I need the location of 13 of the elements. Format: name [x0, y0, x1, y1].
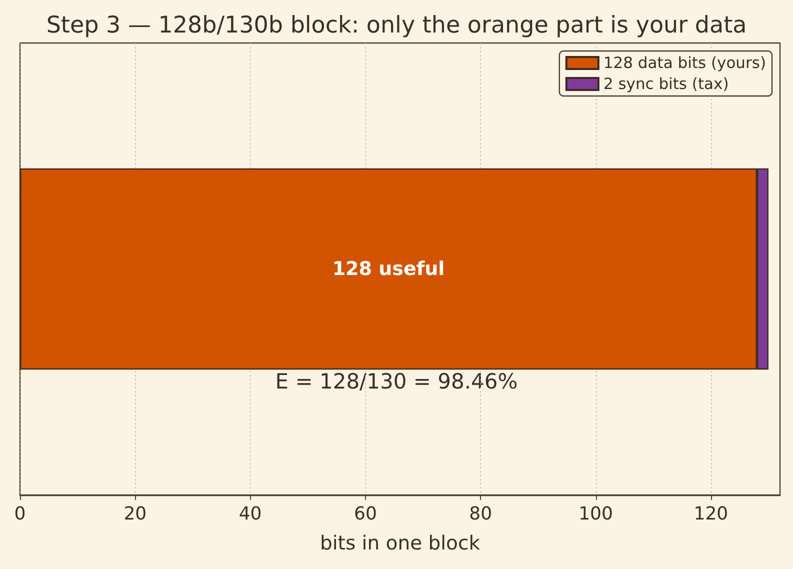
x-tick-label: 60 — [354, 504, 377, 524]
x-tick-label: 20 — [124, 504, 147, 524]
x-tick-label: 120 — [694, 504, 728, 524]
x-tick-label: 80 — [469, 504, 492, 524]
data-label: 128 useful — [332, 258, 445, 280]
x-tick-label: 40 — [238, 504, 262, 524]
legend-label: 128 data bits (yours) — [603, 54, 766, 72]
x-tick-label: 0 — [14, 504, 26, 524]
x-axis-title: bits in one block — [320, 532, 481, 554]
x-tick-label: 100 — [578, 504, 613, 524]
annotation: E = 128/130 = 98.46% — [275, 370, 518, 394]
legend-label: 2 sync bits (tax) — [603, 75, 729, 93]
chart-title: Step 3 — 128b/130b block: only the orange part is your data — [46, 12, 747, 38]
